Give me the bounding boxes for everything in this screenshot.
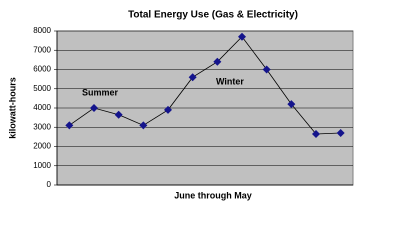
- data-point: [139, 121, 148, 130]
- y-tick-label: 2000: [33, 142, 51, 151]
- data-point: [65, 121, 74, 130]
- series-line: [69, 36, 341, 135]
- data-point: [312, 129, 320, 138]
- x-axis-label: June through May: [174, 190, 252, 200]
- data-point: [238, 32, 246, 41]
- data-point: [336, 129, 345, 138]
- data-point: [287, 100, 296, 109]
- y-axis-label: kilowatt-hours: [7, 77, 17, 139]
- y-tick-label: 3000: [33, 122, 51, 131]
- y-tick-label: 5000: [33, 84, 51, 93]
- y-tick-label: 7000: [33, 45, 51, 54]
- data-point: [90, 104, 98, 112]
- y-tick-label: 6000: [33, 65, 51, 74]
- data-point: [213, 57, 222, 66]
- data-point: [262, 65, 271, 74]
- data-point: [114, 110, 123, 119]
- annotation: Summer: [82, 87, 119, 97]
- data-point: [164, 105, 172, 114]
- chart: Total Energy Use (Gas & Electricity) Jun…: [7, 10, 354, 200]
- chart-title: Total Energy Use (Gas & Electricity): [128, 10, 298, 21]
- annotation: Winter: [216, 76, 244, 86]
- y-tick-label: 0: [47, 180, 52, 189]
- y-tick-label: 1000: [33, 161, 51, 170]
- data-point: [188, 73, 197, 82]
- y-tick-label: 4000: [33, 103, 51, 112]
- y-tick-label: 8000: [33, 26, 51, 35]
